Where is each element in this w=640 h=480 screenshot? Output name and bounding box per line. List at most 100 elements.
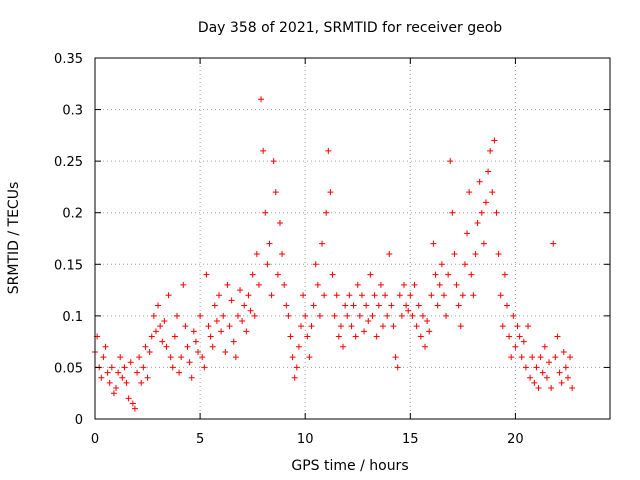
data-point bbox=[274, 271, 281, 278]
data-point bbox=[306, 354, 313, 361]
data-point bbox=[434, 302, 441, 309]
data-point bbox=[432, 271, 439, 278]
data-point bbox=[518, 354, 525, 361]
data-point bbox=[247, 307, 254, 314]
data-point bbox=[388, 302, 395, 309]
data-point bbox=[567, 354, 574, 361]
y-tick-label: 0.3 bbox=[62, 104, 83, 119]
data-point bbox=[365, 318, 372, 325]
data-point bbox=[300, 292, 307, 299]
data-point bbox=[270, 158, 277, 165]
data-point bbox=[569, 385, 576, 392]
data-point bbox=[201, 364, 208, 371]
data-point bbox=[531, 379, 538, 386]
data-point bbox=[226, 323, 233, 330]
data-point bbox=[325, 147, 332, 154]
data-point bbox=[258, 96, 265, 103]
data-point bbox=[121, 364, 128, 371]
data-point bbox=[312, 261, 319, 268]
data-point bbox=[266, 240, 273, 247]
data-point bbox=[480, 240, 487, 247]
data-point bbox=[230, 338, 237, 345]
data-point bbox=[529, 354, 536, 361]
y-axis-title: SRMTID / TECUs bbox=[6, 182, 22, 295]
chart-title: Day 358 of 2021, SRMTID for receiver geo… bbox=[198, 20, 502, 36]
data-point bbox=[522, 364, 529, 371]
data-point bbox=[323, 209, 330, 216]
y-tick-labels: 0 0.05 0.1 0.15 0.2 0.25 0.3 0.35 bbox=[54, 52, 83, 428]
data-point bbox=[333, 292, 340, 299]
x-tick-label: 20 bbox=[507, 432, 524, 447]
data-point bbox=[386, 250, 393, 257]
data-point bbox=[283, 302, 290, 309]
data-point bbox=[554, 333, 561, 340]
data-point bbox=[192, 338, 199, 345]
data-point bbox=[436, 281, 443, 288]
data-point bbox=[390, 323, 397, 330]
data-point bbox=[169, 364, 176, 371]
data-point bbox=[396, 292, 403, 299]
data-point bbox=[167, 354, 174, 361]
data-point bbox=[497, 292, 504, 299]
data-point bbox=[445, 271, 452, 278]
data-point bbox=[455, 302, 462, 309]
data-point bbox=[453, 281, 460, 288]
data-point bbox=[129, 400, 136, 407]
data-point bbox=[102, 343, 109, 350]
data-point bbox=[447, 158, 454, 165]
data-point bbox=[552, 354, 559, 361]
data-point bbox=[514, 323, 521, 330]
data-point bbox=[516, 333, 523, 340]
data-point bbox=[106, 379, 113, 386]
data-point bbox=[371, 292, 378, 299]
data-point bbox=[342, 302, 349, 309]
data-point bbox=[234, 312, 241, 319]
data-point bbox=[113, 385, 120, 392]
data-point bbox=[464, 230, 471, 237]
data-point bbox=[161, 318, 168, 325]
data-point bbox=[127, 359, 134, 366]
y-tick-label: 0.05 bbox=[54, 361, 83, 376]
data-point bbox=[293, 364, 300, 371]
data-point bbox=[110, 390, 117, 397]
data-point bbox=[504, 302, 510, 309]
data-point bbox=[184, 343, 191, 350]
data-point bbox=[232, 354, 239, 361]
data-point bbox=[438, 261, 445, 268]
data-point bbox=[157, 323, 164, 330]
data-point bbox=[413, 323, 420, 330]
data-point bbox=[264, 261, 271, 268]
data-point bbox=[171, 333, 178, 340]
data-point bbox=[327, 189, 334, 196]
data-point bbox=[335, 333, 342, 340]
data-point bbox=[558, 379, 565, 386]
data-point bbox=[401, 281, 407, 288]
data-point bbox=[356, 312, 363, 319]
data-point bbox=[190, 328, 197, 335]
data-point bbox=[211, 302, 218, 309]
data-point bbox=[298, 323, 304, 330]
data-point bbox=[419, 312, 426, 319]
data-point bbox=[375, 302, 382, 309]
y-tick-label: 0.1 bbox=[62, 310, 83, 325]
data-point bbox=[382, 292, 389, 299]
data-point bbox=[478, 209, 485, 216]
data-point bbox=[472, 250, 479, 257]
data-point bbox=[195, 348, 201, 355]
data-point bbox=[281, 281, 288, 288]
y-tick-label: 0.15 bbox=[54, 258, 83, 273]
data-point bbox=[405, 307, 412, 314]
data-point bbox=[487, 147, 494, 154]
data-point bbox=[562, 364, 569, 371]
data-points bbox=[92, 96, 576, 412]
data-point bbox=[550, 240, 557, 247]
data-point bbox=[485, 168, 492, 175]
data-point bbox=[459, 292, 466, 299]
y-tick-label: 0.2 bbox=[62, 207, 83, 222]
data-point bbox=[468, 271, 475, 278]
data-point bbox=[155, 302, 162, 309]
data-point bbox=[199, 354, 206, 361]
data-point bbox=[411, 281, 418, 288]
data-point bbox=[119, 374, 126, 381]
